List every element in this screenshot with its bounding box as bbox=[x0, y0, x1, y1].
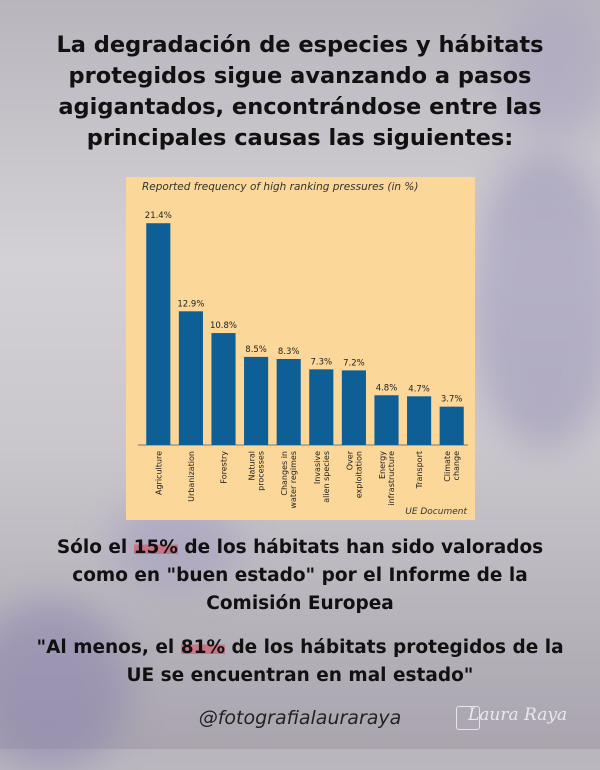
data-label: 8.3% bbox=[278, 347, 300, 357]
category-label: Invasivealien species bbox=[313, 451, 331, 503]
watermark: Laura Raya bbox=[468, 705, 568, 725]
category-label: Transport bbox=[415, 451, 424, 490]
data-label: 21.4% bbox=[145, 211, 172, 221]
data-label: 8.5% bbox=[245, 345, 267, 355]
highlight-15-percent: 15% bbox=[133, 537, 178, 558]
chart-title: Reported frequency of high ranking press… bbox=[142, 181, 419, 193]
category-label: Urbanization bbox=[187, 451, 196, 502]
bar-invasive-alien-species bbox=[309, 369, 334, 445]
quote-bad-state-before: "Al menos, el bbox=[36, 637, 181, 658]
category-label: Naturalprocesses bbox=[248, 451, 266, 491]
data-label: 7.3% bbox=[310, 357, 332, 367]
chart-panel: Reported frequency of high ranking press… bbox=[126, 177, 475, 520]
category-label: Forestry bbox=[220, 451, 229, 484]
headline: La degradación de especies y hábitats pr… bbox=[56, 32, 544, 151]
data-label: 4.8% bbox=[376, 383, 398, 393]
background-lavender-blur bbox=[470, 150, 600, 450]
background-lavender-blur bbox=[500, 0, 600, 140]
bar-agriculture bbox=[146, 223, 171, 445]
data-label: 3.7% bbox=[441, 395, 463, 405]
paragraph-good-state-after: de los hábitats han sido valorados como … bbox=[72, 537, 544, 614]
instagram-handle: @fotografialauraraya bbox=[198, 707, 402, 729]
data-label: 12.9% bbox=[177, 299, 204, 309]
bar-urbanization bbox=[178, 311, 203, 445]
category-label: Agriculture bbox=[154, 451, 163, 495]
quote-bad-state-after: de los hábitats protegidos de la UE se e… bbox=[126, 637, 564, 686]
data-label: 7.2% bbox=[343, 358, 365, 368]
data-label: 4.7% bbox=[408, 384, 430, 394]
category-label: Changes inwater regimes bbox=[280, 451, 298, 509]
quote-bad-state: "Al menos, el 81% de los hábitats proteg… bbox=[30, 634, 570, 690]
category-label: Overexploitation bbox=[345, 450, 363, 498]
bar-climate-change bbox=[439, 406, 464, 445]
watermark-logo-icon bbox=[456, 706, 480, 730]
bar-forestry bbox=[211, 333, 236, 445]
paragraph-good-state-before: Sólo el bbox=[56, 537, 134, 558]
bar-over-exploitation bbox=[341, 370, 366, 445]
highlight-81-percent: 81% bbox=[180, 637, 225, 658]
background-lavender-blur bbox=[0, 600, 130, 770]
bar-energy-infrastructure bbox=[374, 395, 399, 445]
category-label: Energyinfrastructure bbox=[378, 451, 396, 506]
paragraph-good-state: Sólo el 15% de los hábitats han sido val… bbox=[30, 534, 570, 618]
bar-changes-in-water-regimes bbox=[276, 358, 301, 445]
source-note: UE Document bbox=[405, 507, 467, 517]
data-label: 10.8% bbox=[210, 321, 237, 331]
bar-natural-processes bbox=[244, 356, 269, 445]
category-label: Climatechange bbox=[443, 451, 461, 482]
bar-chart: 21.4% Agriculture 12.9% Urbanization 10.8% Fo… bbox=[138, 211, 468, 509]
bar-transport bbox=[407, 396, 432, 445]
